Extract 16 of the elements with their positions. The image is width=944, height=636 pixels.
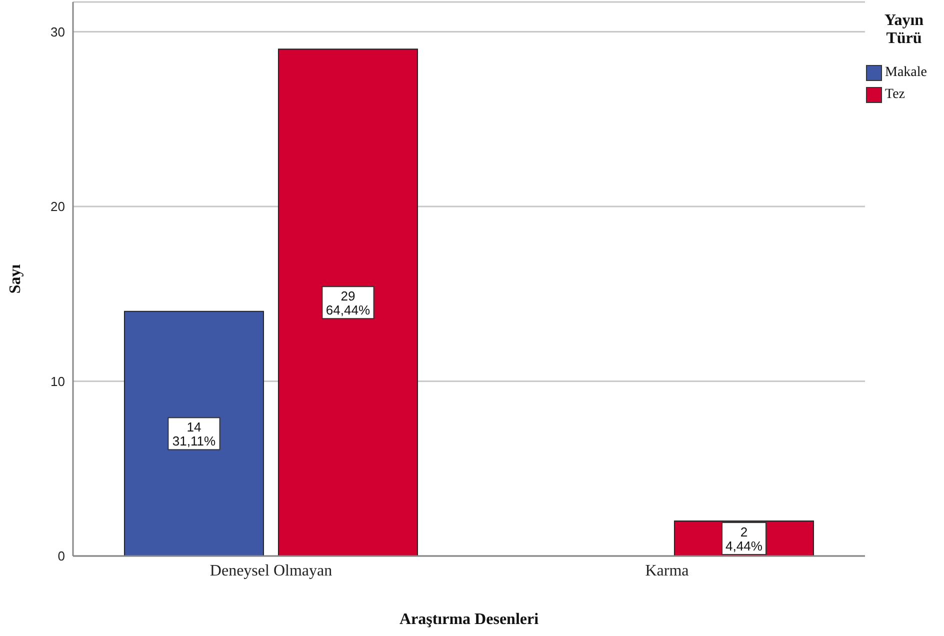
legend-label: Tez bbox=[885, 87, 906, 103]
x-tick-label: Deneysel Olmayan bbox=[210, 562, 332, 580]
legend-title: Yayın Türü bbox=[883, 12, 925, 48]
data-label: 14 31,11% bbox=[172, 420, 216, 449]
y-axis-title: Sayı bbox=[7, 264, 24, 294]
bar bbox=[124, 310, 264, 556]
y-tick-label: 10 bbox=[50, 374, 65, 389]
y-tick-label: 30 bbox=[50, 24, 65, 40]
x-axis-title: Araştırma Desenleri bbox=[399, 611, 540, 628]
bar bbox=[278, 48, 418, 556]
y-tick-label: 0 bbox=[58, 548, 65, 564]
x-tick-label: Karma bbox=[645, 562, 689, 580]
legend-label: Makale bbox=[885, 65, 927, 81]
y-tick-label: 20 bbox=[50, 199, 65, 214]
data-label: 2 4,44% bbox=[726, 524, 763, 554]
data-label: 29 64,44% bbox=[326, 288, 370, 318]
